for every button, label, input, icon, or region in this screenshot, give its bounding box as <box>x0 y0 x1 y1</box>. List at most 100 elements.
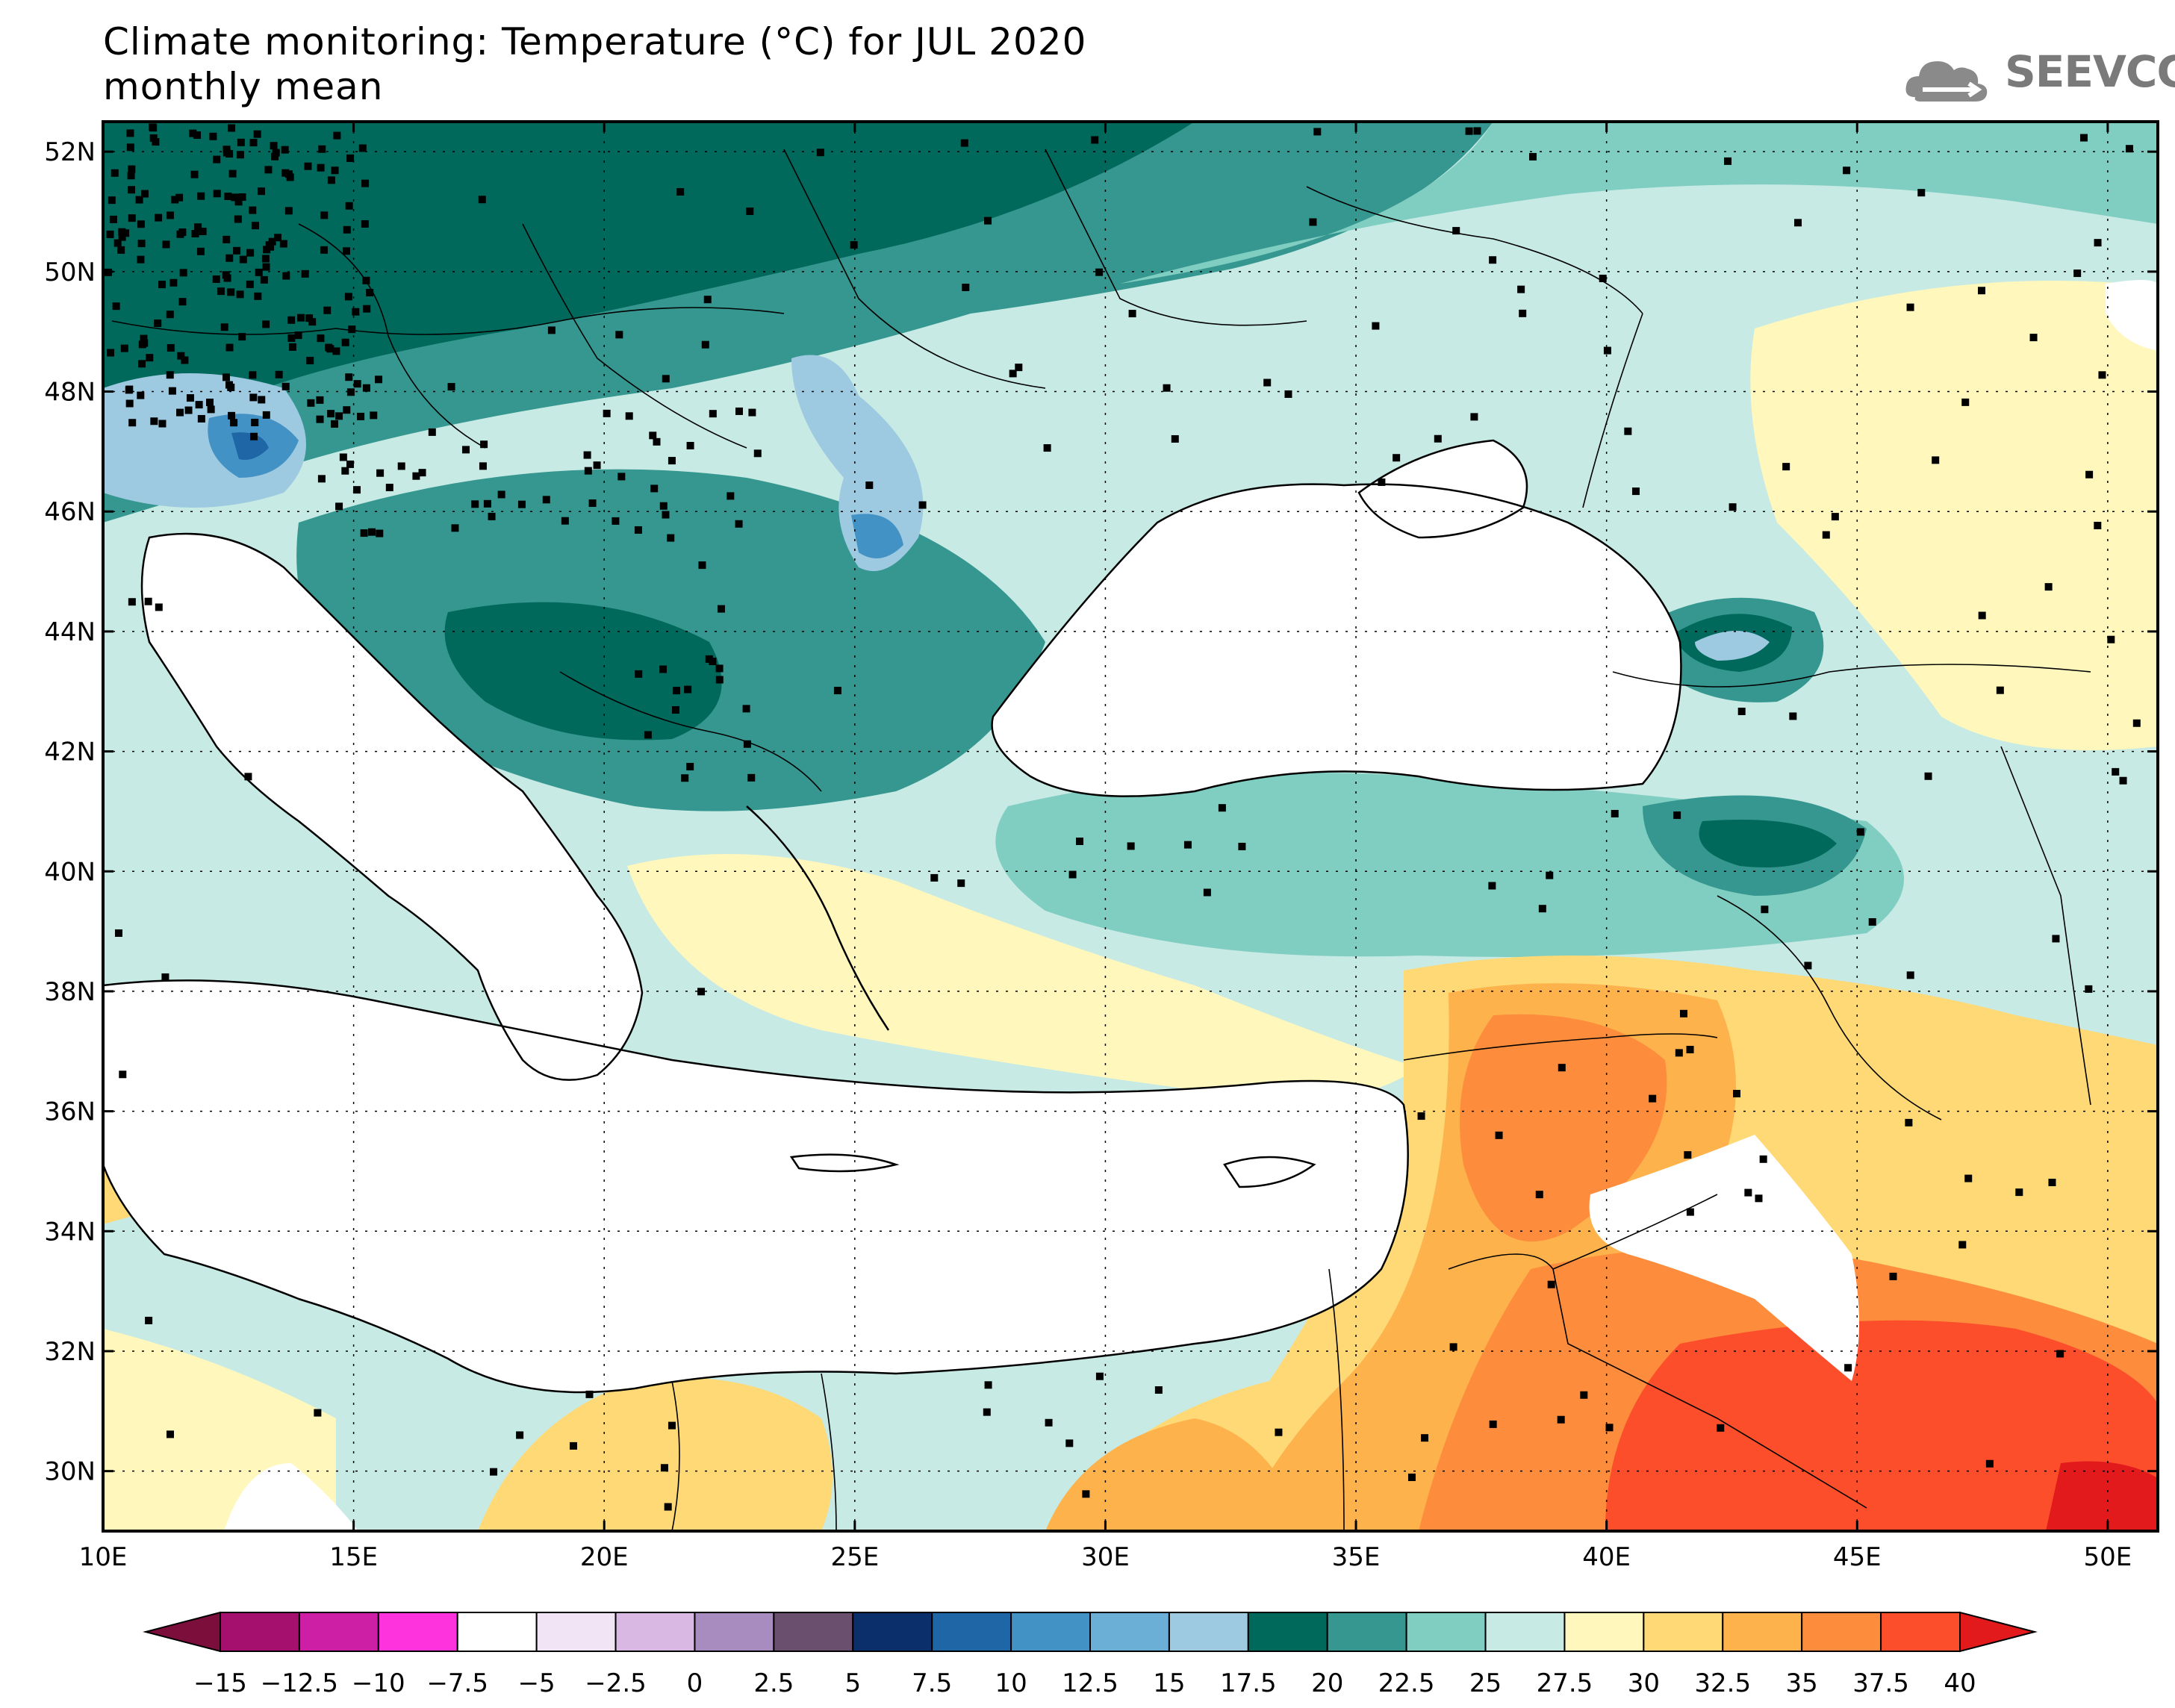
station-marker <box>231 193 239 202</box>
station-marker <box>1856 828 1864 836</box>
station-marker <box>367 528 376 536</box>
station-marker <box>282 272 290 280</box>
colorbar-box <box>456 1612 538 1652</box>
lon-tick-label: 40E <box>1582 1542 1631 1572</box>
station-marker <box>1284 390 1292 398</box>
station-marker <box>179 269 187 277</box>
station-marker <box>1163 384 1171 392</box>
station-marker <box>363 305 371 313</box>
station-marker <box>352 486 361 494</box>
station-marker <box>281 146 289 154</box>
station-marker <box>686 441 694 449</box>
station-marker <box>162 240 170 249</box>
station-marker <box>2029 334 2038 342</box>
station-marker <box>155 214 163 222</box>
station-marker <box>1546 871 1554 879</box>
station-marker <box>237 138 245 146</box>
station-marker <box>984 216 992 225</box>
station-marker <box>2119 776 2127 785</box>
station-marker <box>268 237 276 246</box>
station-marker <box>234 215 242 223</box>
station-marker <box>561 517 569 525</box>
lon-tick-label: 35E <box>1332 1542 1381 1572</box>
station-marker <box>1978 611 1986 620</box>
station-marker <box>213 155 221 163</box>
station-marker <box>634 526 642 534</box>
station-marker <box>2044 583 2053 591</box>
station-marker <box>1465 127 1473 135</box>
station-marker <box>135 196 143 204</box>
station-marker <box>342 247 350 255</box>
station-marker <box>325 343 333 352</box>
station-marker <box>126 143 134 152</box>
station-marker <box>668 457 676 465</box>
station-markers <box>105 123 2141 1511</box>
station-marker <box>2107 635 2115 643</box>
station-marker <box>1068 870 1077 879</box>
station-marker <box>2112 767 2120 776</box>
station-marker <box>480 440 488 449</box>
station-marker <box>603 409 611 417</box>
chart-subtitle: monthly mean <box>103 65 384 108</box>
station-marker <box>332 347 340 355</box>
lat-tick-label: 48N <box>44 378 96 408</box>
station-marker <box>217 287 225 296</box>
station-marker <box>146 354 154 362</box>
station-marker <box>1082 1490 1090 1498</box>
colorbar-label: 17.5 <box>1220 1668 1277 1698</box>
station-marker <box>726 492 735 500</box>
colorbar-label: −2.5 <box>585 1668 647 1698</box>
station-marker <box>279 240 287 248</box>
station-marker <box>701 340 709 349</box>
station-marker <box>108 196 116 205</box>
station-marker <box>488 512 496 520</box>
station-marker <box>150 417 158 426</box>
colorbar-box <box>1722 1612 1803 1652</box>
station-marker <box>1686 1208 1694 1216</box>
station-marker <box>137 240 146 248</box>
station-marker <box>483 499 491 508</box>
station-marker <box>366 288 374 296</box>
station-marker <box>1603 346 1611 355</box>
station-marker <box>314 1409 322 1417</box>
station-marker <box>228 169 237 178</box>
station-marker <box>317 334 325 343</box>
station-marker <box>715 664 724 673</box>
colorbar-box <box>1880 1612 1961 1652</box>
station-marker <box>345 202 353 210</box>
colorbar-box <box>1484 1612 1566 1652</box>
station-marker <box>1932 456 1940 464</box>
station-marker <box>2125 145 2133 153</box>
colorbar-label: 2.5 <box>753 1668 794 1698</box>
station-marker <box>516 1431 524 1439</box>
station-marker <box>234 198 243 206</box>
station-marker <box>186 394 194 402</box>
colorbar-box <box>1643 1612 1724 1652</box>
station-marker <box>339 453 347 461</box>
station-marker <box>962 284 970 292</box>
station-marker <box>1275 1428 1283 1436</box>
colorbar-label: 22.5 <box>1378 1668 1435 1698</box>
station-marker <box>1171 434 1179 443</box>
station-marker <box>471 500 479 508</box>
station-marker <box>344 293 352 301</box>
station-marker <box>653 437 661 446</box>
station-marker <box>137 220 145 228</box>
station-marker <box>1794 219 1802 227</box>
station-marker <box>1905 1118 1913 1126</box>
station-marker <box>1045 1418 1053 1427</box>
station-marker <box>207 405 215 414</box>
station-marker <box>930 873 939 882</box>
lon-tick-label: 15E <box>329 1542 378 1572</box>
station-marker <box>1127 842 1135 850</box>
station-marker <box>249 139 258 147</box>
station-marker <box>320 211 329 219</box>
station-marker <box>171 196 179 204</box>
station-marker <box>1417 1112 1425 1121</box>
colorbar-label: 30 <box>1628 1668 1660 1698</box>
station-marker <box>478 196 486 204</box>
station-marker <box>671 705 679 714</box>
colorbar-box <box>1010 1612 1092 1652</box>
station-marker <box>1495 1131 1503 1139</box>
